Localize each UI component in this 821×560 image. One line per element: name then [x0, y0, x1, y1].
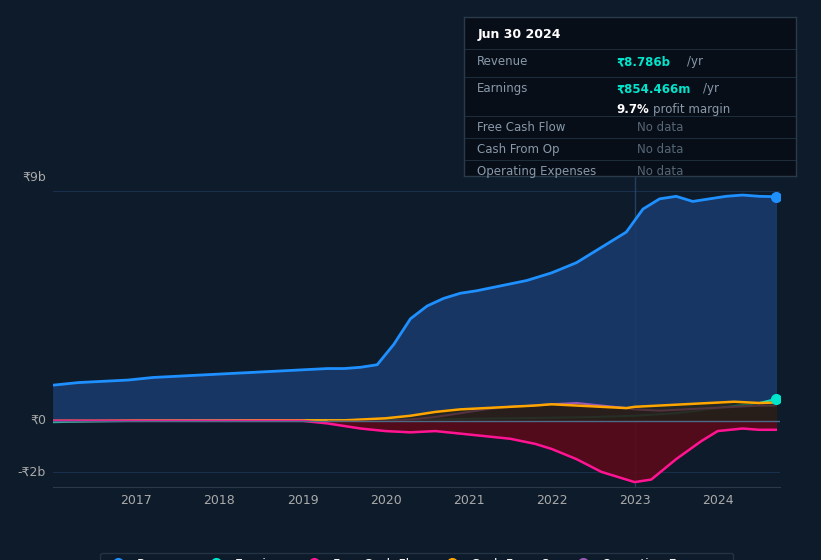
Text: ₹0: ₹0	[30, 414, 46, 427]
Text: No data: No data	[637, 120, 683, 133]
Text: ₹854.466m: ₹854.466m	[617, 82, 691, 95]
Text: No data: No data	[637, 165, 683, 178]
Legend: Revenue, Earnings, Free Cash Flow, Cash From Op, Operating Expenses: Revenue, Earnings, Free Cash Flow, Cash …	[100, 553, 733, 560]
Text: ₹8.786b: ₹8.786b	[617, 55, 671, 68]
Text: Jun 30 2024: Jun 30 2024	[477, 28, 561, 41]
Text: /yr: /yr	[686, 55, 703, 68]
Text: profit margin: profit margin	[654, 103, 731, 116]
Text: Operating Expenses: Operating Expenses	[477, 165, 596, 178]
Text: Free Cash Flow: Free Cash Flow	[477, 120, 566, 133]
Text: ₹9b: ₹9b	[22, 171, 46, 184]
Text: Cash From Op: Cash From Op	[477, 143, 560, 156]
Text: Earnings: Earnings	[477, 82, 529, 95]
Text: /yr: /yr	[704, 82, 719, 95]
Text: No data: No data	[637, 143, 683, 156]
Text: Revenue: Revenue	[477, 55, 529, 68]
Text: 9.7%: 9.7%	[617, 103, 649, 116]
Text: -₹2b: -₹2b	[18, 465, 46, 478]
